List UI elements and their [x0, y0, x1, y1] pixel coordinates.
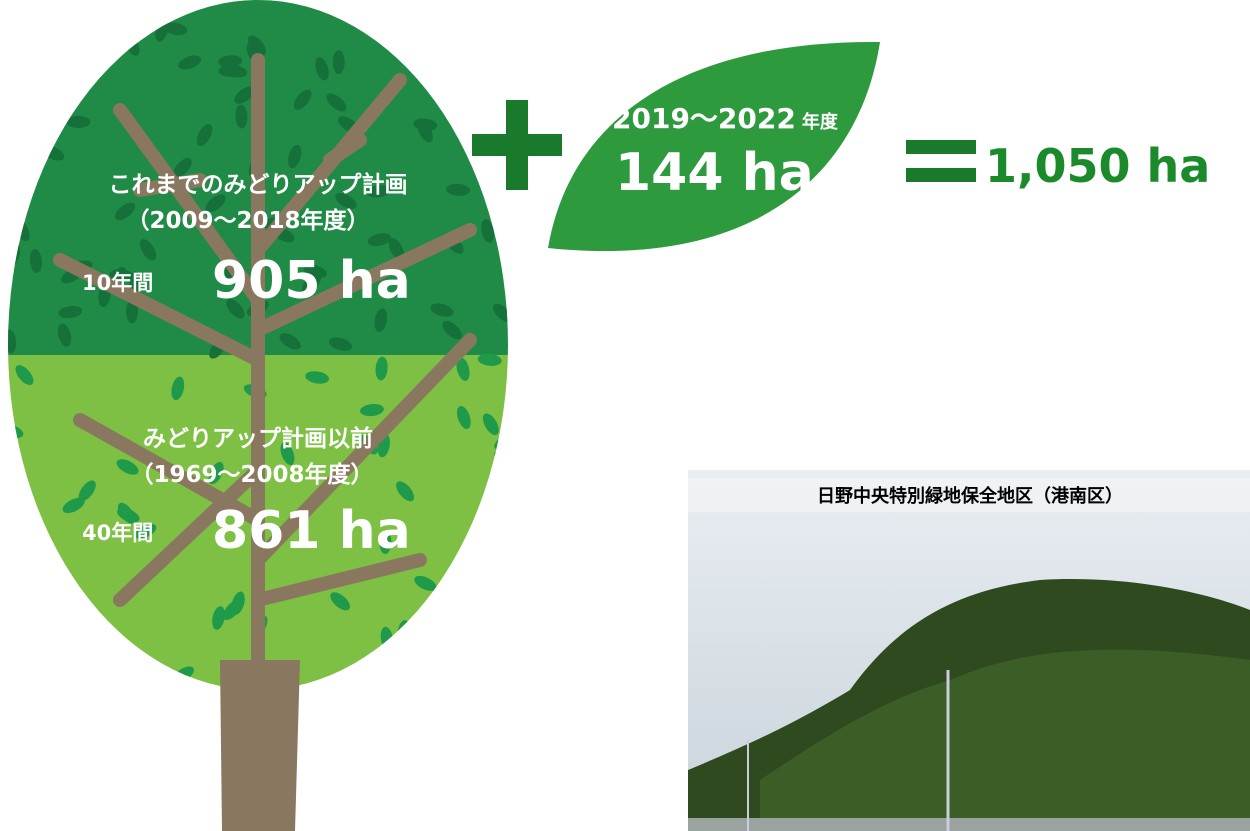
- leaf-period-years: 2019～2022: [612, 102, 796, 135]
- leaf-decoration: [37, 627, 63, 652]
- leaf-decoration: [40, 594, 58, 620]
- photo: 日野中央特別緑地保全地区（港南区）: [688, 470, 1250, 831]
- leaf-decoration: [474, 543, 492, 569]
- plus-sign: [472, 100, 562, 190]
- leaf-period-unit: 年度: [802, 111, 839, 133]
- upper-duration: 10年間: [82, 271, 153, 295]
- leaf-decoration: [43, 12, 58, 37]
- lower-period: （1969～2008年度）: [130, 461, 373, 488]
- upper-area: 905 ha: [212, 251, 411, 311]
- lower-area: 861 ha: [212, 501, 411, 561]
- leaf-decoration: [451, 68, 469, 94]
- equals-sign: [906, 140, 976, 182]
- leaf-decoration: [333, 50, 345, 74]
- leaf-decoration: [23, 642, 48, 656]
- leaf-area: 144 ha: [615, 143, 814, 203]
- leaf-decoration: [481, 630, 508, 651]
- leaf-decoration: [6, 511, 22, 537]
- leaf-decoration: [46, 109, 59, 134]
- leaf-decoration: [444, 641, 464, 668]
- photo-caption: 日野中央特別緑地保全地区（港南区）: [817, 485, 1123, 507]
- leaf-decoration: [66, 116, 90, 128]
- page: {"tree": {"upper": {"title": "これまでのみどりアッ…: [0, 0, 1250, 831]
- total-area: 1,050 ha: [985, 139, 1210, 193]
- leaf-decoration: [59, 608, 81, 635]
- leaf-decoration: [38, 45, 65, 68]
- tree-canopy: [0, 0, 520, 700]
- lower-title: みどりアップ計画以前: [143, 425, 373, 452]
- leaf-decoration: [80, 622, 100, 649]
- upper-title: これまでのみどりアップ計画: [109, 171, 408, 198]
- infographic: これまでのみどりアップ計画 （2009～2018年度） 10年間 905 ha …: [0, 0, 1250, 831]
- trunk: [220, 660, 300, 831]
- upper-period: （2009～2018年度）: [126, 207, 369, 234]
- lower-duration: 40年間: [82, 521, 153, 545]
